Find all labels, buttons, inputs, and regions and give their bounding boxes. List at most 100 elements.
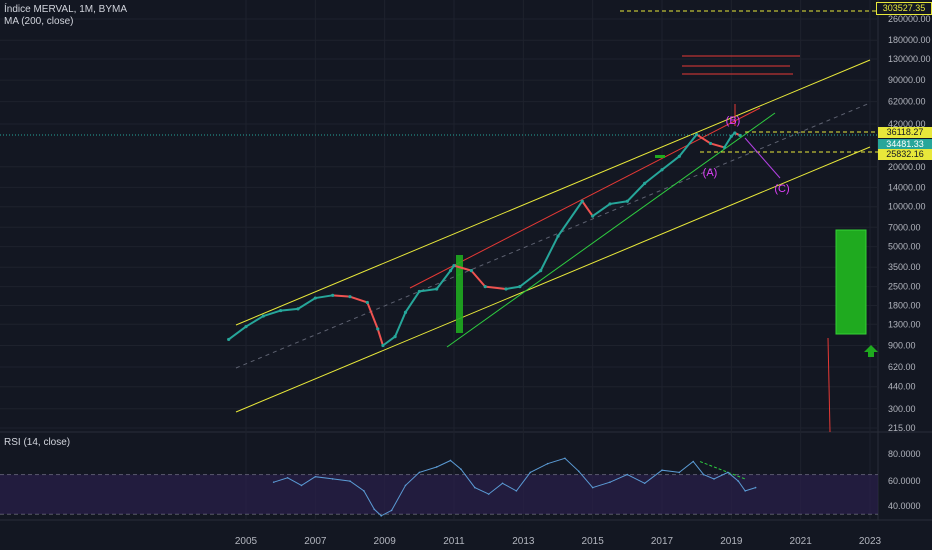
rsi-point	[678, 471, 681, 474]
rsi-tick-label: 80.0000	[888, 449, 921, 459]
rsi-point	[460, 468, 462, 470]
rsi-point	[727, 471, 729, 474]
price-point	[695, 132, 699, 137]
price-segment	[505, 285, 521, 290]
price-tick-label: 300.00	[888, 404, 916, 414]
time-tick-label: 2007	[304, 536, 327, 547]
price-segment	[382, 335, 396, 347]
price-point	[244, 324, 248, 329]
rsi-point	[474, 486, 476, 489]
time-tick-label: 2019	[720, 536, 743, 547]
price-segment	[644, 168, 663, 185]
price-tick-label: 1300.00	[888, 319, 921, 329]
price-point	[448, 269, 453, 273]
top-price-tag: 303527.35	[876, 2, 932, 15]
price-segment	[228, 325, 247, 341]
price-point	[483, 285, 487, 289]
price-point	[518, 285, 522, 289]
price-segment	[485, 285, 507, 290]
rsi-tick-label: 60.0000	[888, 476, 921, 486]
price-point	[261, 314, 265, 318]
channel-mid	[235, 102, 871, 369]
price-segment	[435, 270, 452, 290]
wave-c-line	[744, 137, 781, 179]
rsi-point	[661, 469, 663, 472]
rsi-point	[373, 508, 376, 511]
wave-label-b: (B)	[726, 115, 741, 127]
price-point	[227, 337, 231, 342]
price-segment	[557, 200, 584, 237]
rsi-series	[272, 457, 757, 517]
price-tick-label: 620.00	[888, 362, 916, 372]
rsi-point	[744, 490, 746, 492]
rsi-point	[286, 477, 289, 479]
price-tick-label: 3500.00	[888, 262, 921, 272]
time-axis[interactable]: 2005 2007 2009 2011 2013 2015 2017 2019 2021 2023	[235, 536, 882, 547]
price-tick-label: 7000.00	[888, 222, 921, 232]
price-tick-label: 5000.00	[888, 242, 921, 252]
price-point	[313, 296, 317, 300]
rsi-point	[737, 480, 740, 482]
chart-title: Índice MERVAL, 1M, BYMA	[4, 4, 128, 15]
rsi-axis[interactable]: 80.0000 60.0000 40.0000	[888, 449, 921, 511]
price-segment	[404, 290, 421, 313]
rsi-point	[501, 482, 504, 485]
price-point	[331, 293, 335, 297]
ma-legend: MA (200, close)	[4, 16, 74, 27]
last-price-tag: 34481.33	[878, 139, 932, 150]
price-segment	[366, 302, 379, 330]
price-tick-label: 2500.00	[888, 282, 921, 292]
price-segment	[315, 294, 333, 300]
price-point	[279, 308, 283, 313]
rsi-point	[713, 478, 715, 480]
rsi-point	[591, 486, 594, 489]
price-point	[733, 131, 737, 135]
rsi-point	[578, 470, 580, 473]
price-tick-label: 260000.00	[888, 14, 931, 24]
time-tick-label: 2011	[443, 536, 465, 547]
rsi-point	[643, 482, 646, 485]
price-point	[729, 134, 733, 138]
rsi-tick-label: 40.0000	[888, 501, 921, 511]
price-point	[738, 133, 742, 138]
rsi-point	[626, 473, 629, 476]
price-segment	[592, 203, 611, 217]
wave-label-c: (C)	[774, 183, 789, 195]
rsi-point	[487, 493, 490, 495]
price-tick-label: 62000.00	[888, 97, 926, 107]
price-series	[227, 131, 742, 348]
price-tick-label: 14000.00	[888, 182, 926, 192]
price-point	[539, 269, 543, 273]
rsi-point	[331, 478, 334, 480]
elliott-wave-labels: (B) (A) (C)	[703, 115, 790, 195]
red-vertical	[827, 337, 831, 433]
rsi-point	[692, 460, 694, 463]
rsi-point	[529, 471, 532, 474]
price-segment	[661, 155, 680, 171]
price-segment	[349, 295, 368, 304]
price-point	[417, 289, 421, 294]
price-tick-label: 440.00	[888, 382, 916, 392]
price-tick-label: 130000.00	[888, 54, 931, 64]
price-segment	[519, 269, 542, 288]
rsi-point	[300, 484, 303, 487]
rsi-legend: RSI (14, close)	[4, 437, 71, 448]
rsi-line	[273, 457, 756, 517]
price-segment	[581, 200, 594, 217]
rsi-point	[272, 481, 275, 483]
rsi-point	[314, 475, 317, 478]
rsi-point	[418, 471, 421, 474]
time-tick-label: 2023	[859, 536, 882, 547]
price-tick-label: 900.00	[888, 340, 916, 350]
price-point	[365, 300, 369, 305]
price-tick-label: 215.00	[888, 423, 916, 433]
price-axis[interactable]: 260000.00 180000.00 130000.00 90000.00 62000…	[888, 14, 931, 433]
price-segment	[696, 133, 712, 145]
price-segment	[609, 200, 628, 205]
price-segment	[376, 328, 384, 346]
price-point	[660, 168, 664, 172]
rsi-point	[449, 459, 452, 462]
price-segment	[723, 135, 733, 148]
price-segment	[394, 311, 407, 338]
